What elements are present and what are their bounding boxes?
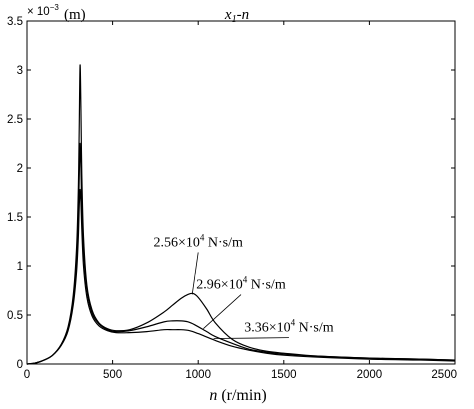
x-axis-label: n (r/min) [209, 387, 266, 404]
annotation-group: 2.56×104 N·s/m2.96×104 N·s/m3.36×104 N·s… [152, 232, 335, 339]
series-line-1 [26, 64, 456, 365]
plot-frame [26, 20, 456, 365]
series-label-unit: N·s/m [247, 278, 286, 293]
y-multiplier: × 10−3 [27, 3, 59, 18]
x-axis-unit: (r/min) [217, 387, 266, 404]
x-tick-label: 1000 [185, 369, 211, 381]
y-tick-label: 3.5 [7, 16, 23, 28]
series-label-base: 3.36×10 [244, 321, 290, 336]
series-label-3: 3.36×104 N·s/m [244, 318, 334, 336]
y-multiplier-prefix: × 10 [27, 6, 50, 18]
series-label-2: 2.96×104 N·s/m [196, 275, 286, 293]
x-tick-label: 500 [103, 369, 122, 381]
series-label-background [195, 274, 287, 293]
y-axis-label: (m) [64, 7, 86, 23]
series-label-base: 2.96×10 [196, 278, 242, 293]
y-tick-label: 2.5 [7, 114, 23, 126]
y-tick-label: 1 [17, 261, 23, 273]
series-label-exponent: 4 [243, 275, 248, 285]
x-tick-label: 2500 [431, 369, 457, 381]
y-tick-label: 0 [17, 359, 23, 371]
x-tick-label: 1500 [271, 369, 297, 381]
title-param: n [242, 7, 250, 23]
axis-ticks: 0 500 1000 1500 2000 2500 0 0.5 1 1.5 2 2.5 3 3.5 [7, 16, 457, 381]
y-tick-label: 3 [17, 65, 23, 77]
y-multiplier-exponent: −3 [50, 3, 60, 12]
title-subscript: 1 [232, 14, 237, 25]
series-line-3 [26, 188, 456, 365]
title-var: x [224, 7, 232, 23]
chart-title: x1-n [224, 7, 249, 25]
series-label-unit: N·s/m [295, 321, 334, 336]
y-tick-label: 2 [17, 163, 23, 175]
y-tick-label: 1.5 [7, 212, 23, 224]
annotation-leader-3 [213, 337, 289, 339]
series-label-exponent: 4 [291, 318, 296, 328]
series-label-unit: N·s/m [204, 235, 243, 250]
x-tick-label: 2000 [357, 369, 383, 381]
x-axis-var: n [209, 387, 217, 404]
series-label-exponent: 4 [200, 232, 205, 242]
series-label-background [243, 317, 335, 336]
series-label-1: 2.56×104 N·s/m [153, 232, 243, 250]
x-tick-label: 0 [24, 369, 30, 381]
annotation-leader-1 [191, 252, 199, 295]
curve-group [26, 64, 456, 365]
series-line-2 [26, 142, 456, 365]
annotation-leader-2 [203, 294, 242, 330]
y-tick-label: 0.5 [7, 310, 23, 322]
series-label-base: 2.56×10 [153, 235, 199, 250]
series-label-background [152, 232, 245, 251]
title-dash: - [237, 7, 242, 23]
